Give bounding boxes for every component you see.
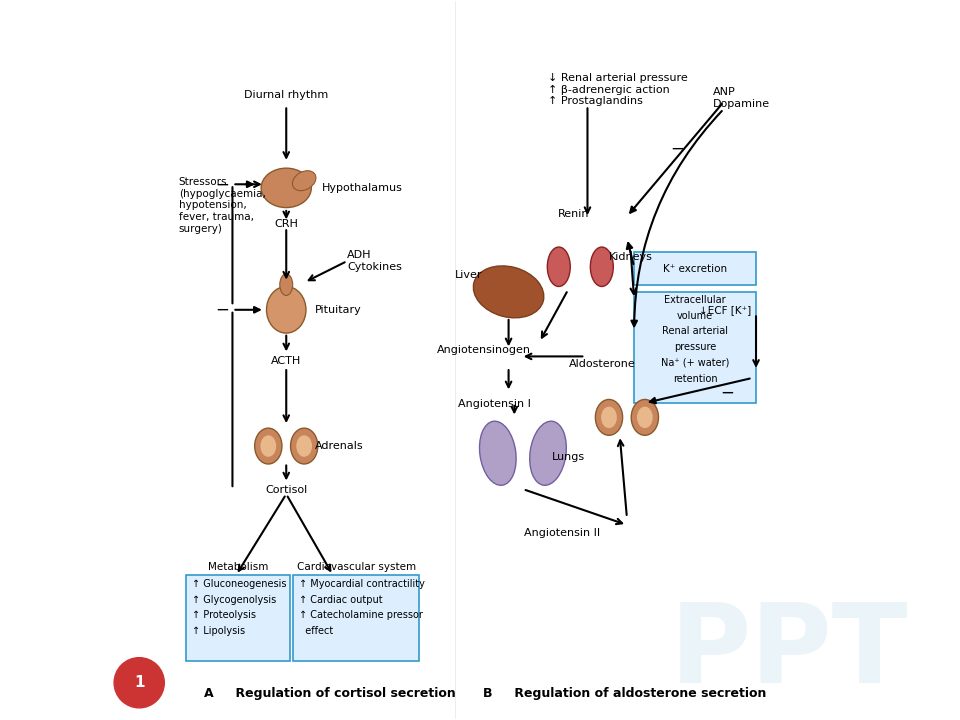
Text: ADH
Cytokines: ADH Cytokines — [348, 251, 402, 272]
Ellipse shape — [590, 247, 613, 287]
Ellipse shape — [261, 168, 311, 207]
Ellipse shape — [595, 400, 623, 436]
Text: Aldosterone: Aldosterone — [568, 359, 636, 369]
Text: ↑ Cardiac output: ↑ Cardiac output — [300, 595, 383, 605]
Text: −: − — [720, 383, 734, 401]
Text: Pituitary: Pituitary — [315, 305, 362, 315]
Text: Angiotensinogen: Angiotensinogen — [437, 345, 531, 355]
Ellipse shape — [637, 407, 653, 428]
Text: Liver: Liver — [455, 269, 482, 279]
Text: Diurnal rhythm: Diurnal rhythm — [244, 90, 328, 100]
Ellipse shape — [293, 171, 316, 191]
Text: PPT: PPT — [670, 599, 908, 706]
Text: CRH: CRH — [275, 220, 299, 229]
Text: A     Regulation of cortisol secretion: A Regulation of cortisol secretion — [204, 687, 455, 700]
Ellipse shape — [254, 428, 282, 464]
FancyBboxPatch shape — [635, 292, 756, 403]
Text: ↑ Proteolysis: ↑ Proteolysis — [192, 611, 255, 621]
Text: ↑ Catecholamine pressor: ↑ Catecholamine pressor — [300, 611, 423, 621]
Text: Cardiovascular system: Cardiovascular system — [297, 562, 416, 572]
Text: Angiotensin I: Angiotensin I — [458, 399, 531, 409]
Text: ↓ Renal arterial pressure
↑ β-adrenergic action
↑ Prostaglandins: ↓ Renal arterial pressure ↑ β-adrenergic… — [548, 73, 687, 107]
Circle shape — [114, 657, 164, 708]
Text: Lungs: Lungs — [552, 452, 585, 462]
Text: ↑ Gluconeogenesis: ↑ Gluconeogenesis — [192, 579, 286, 589]
Text: ↑ Lipolysis: ↑ Lipolysis — [192, 626, 245, 636]
Text: Hypothalamus: Hypothalamus — [323, 183, 403, 193]
Ellipse shape — [279, 274, 293, 295]
FancyBboxPatch shape — [186, 575, 290, 661]
FancyBboxPatch shape — [635, 253, 756, 284]
Text: Kidneys: Kidneys — [609, 251, 653, 261]
Text: effect: effect — [300, 626, 333, 636]
FancyBboxPatch shape — [294, 575, 419, 661]
Text: Renal arterial: Renal arterial — [662, 326, 728, 336]
Ellipse shape — [473, 266, 543, 318]
Text: Angiotensin II: Angiotensin II — [524, 528, 600, 538]
Ellipse shape — [601, 407, 617, 428]
Text: ANP
Dopamine: ANP Dopamine — [713, 87, 770, 109]
Text: Metabolism: Metabolism — [207, 562, 268, 572]
Text: Adrenals: Adrenals — [315, 441, 364, 451]
Text: Extracellular: Extracellular — [664, 294, 726, 305]
Text: retention: retention — [673, 374, 717, 384]
Text: Renin: Renin — [558, 209, 588, 219]
Ellipse shape — [479, 421, 516, 485]
Ellipse shape — [547, 247, 570, 287]
Ellipse shape — [297, 436, 312, 456]
Text: ↑ Glycogenolysis: ↑ Glycogenolysis — [192, 595, 276, 605]
Text: ACTH: ACTH — [271, 356, 301, 366]
Text: 1: 1 — [134, 675, 144, 690]
Ellipse shape — [632, 400, 659, 436]
Text: Cortisol: Cortisol — [265, 485, 307, 495]
Text: −: − — [670, 140, 684, 158]
Ellipse shape — [530, 421, 566, 485]
Ellipse shape — [260, 436, 276, 456]
Text: volume: volume — [677, 310, 713, 320]
Text: −: − — [215, 175, 228, 193]
Text: Stressors
(hypoglycaemia,
hypotension,
fever, trauma,
surgery): Stressors (hypoglycaemia, hypotension, f… — [179, 177, 266, 233]
Ellipse shape — [291, 428, 318, 464]
Text: B     Regulation of aldosterone secretion: B Regulation of aldosterone secretion — [484, 687, 767, 700]
Text: pressure: pressure — [674, 342, 716, 352]
Text: ↓ECF [K⁺]: ↓ECF [K⁺] — [699, 305, 751, 315]
Ellipse shape — [267, 287, 306, 333]
Text: Na⁺ (+ water): Na⁺ (+ water) — [660, 358, 730, 368]
Text: −: − — [215, 301, 228, 319]
Text: K⁺ excretion: K⁺ excretion — [663, 264, 727, 274]
Text: ↑ Myocardial contractility: ↑ Myocardial contractility — [300, 579, 425, 589]
